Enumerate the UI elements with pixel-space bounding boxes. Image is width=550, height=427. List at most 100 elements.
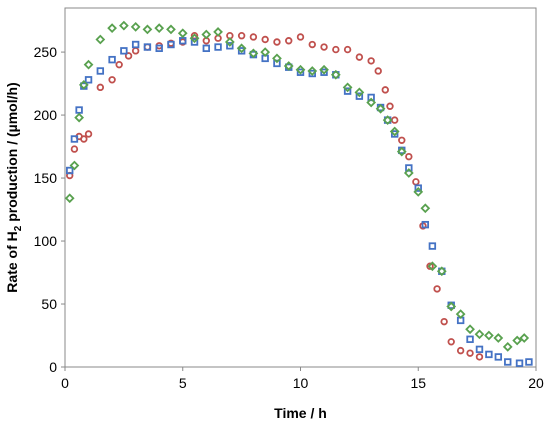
data-point xyxy=(115,60,123,69)
y-axis-title-subscript: 2 xyxy=(13,225,24,231)
data-point xyxy=(308,40,316,49)
data-point xyxy=(96,67,105,75)
data-point xyxy=(224,37,235,47)
y-axis-ticks: 0 50 100 150 200 250 xyxy=(34,44,65,375)
data-point xyxy=(261,35,269,44)
data-point xyxy=(403,168,414,178)
data-point xyxy=(273,59,281,68)
data-point xyxy=(502,341,513,352)
data-point xyxy=(389,126,400,137)
data-point xyxy=(167,40,175,49)
data-point xyxy=(342,82,353,93)
y-tick-label: 50 xyxy=(41,296,57,312)
data-point xyxy=(285,37,293,45)
y-tick-label: 250 xyxy=(34,44,58,60)
data-point xyxy=(75,106,83,114)
data-point xyxy=(465,324,475,335)
data-point xyxy=(440,317,448,326)
data-point xyxy=(179,37,187,45)
data-point xyxy=(83,59,94,70)
data-point xyxy=(295,64,306,75)
data-point xyxy=(374,67,382,75)
data-point xyxy=(474,329,485,340)
data-point xyxy=(466,349,474,357)
data-point xyxy=(355,53,364,61)
data-point xyxy=(64,193,75,204)
data-point xyxy=(249,33,258,41)
data-point xyxy=(237,47,246,55)
x-tick-label: 20 xyxy=(528,375,544,391)
data-point xyxy=(466,335,474,343)
data-point xyxy=(398,136,406,144)
data-point xyxy=(119,20,129,31)
data-point xyxy=(475,353,484,361)
data-point xyxy=(446,301,457,312)
data-point xyxy=(382,115,393,125)
data-point xyxy=(107,23,117,34)
data-point xyxy=(130,22,141,32)
data-point xyxy=(131,40,140,49)
data-point xyxy=(455,309,466,319)
data-point xyxy=(70,135,79,143)
x-tick-label: 10 xyxy=(293,375,309,391)
data-point xyxy=(332,45,340,54)
data-point xyxy=(484,330,494,341)
data-point xyxy=(84,130,93,138)
data-point xyxy=(260,47,271,57)
series-square-markers xyxy=(66,37,533,367)
data-point xyxy=(283,61,294,71)
y-tick-label: 150 xyxy=(34,170,58,186)
data-point xyxy=(519,333,530,343)
y-axis-title-prefix: Rate of H xyxy=(4,231,20,292)
data-markers xyxy=(64,20,533,367)
data-point xyxy=(433,285,441,293)
data-point xyxy=(381,86,389,94)
data-point xyxy=(494,353,503,361)
data-point xyxy=(447,338,455,346)
data-point xyxy=(367,93,375,102)
data-point xyxy=(355,92,364,100)
data-point xyxy=(190,38,199,46)
data-point xyxy=(504,358,512,366)
data-point xyxy=(95,34,106,45)
data-point xyxy=(296,68,305,76)
data-point xyxy=(343,45,352,54)
x-axis-title: Time / h xyxy=(274,405,327,421)
data-point xyxy=(143,43,152,51)
data-point xyxy=(226,42,234,50)
y-axis-title: Rate of H2 production / (µmol/h) xyxy=(4,82,24,292)
data-point xyxy=(189,33,200,44)
data-point xyxy=(70,145,79,153)
data-point xyxy=(456,346,465,355)
data-point xyxy=(108,76,116,84)
data-point xyxy=(405,164,413,172)
data-point xyxy=(367,57,375,65)
data-point xyxy=(177,28,188,39)
data-point xyxy=(308,69,316,78)
data-point xyxy=(414,184,422,192)
data-point xyxy=(485,350,493,359)
data-point xyxy=(354,87,365,98)
data-point xyxy=(320,68,328,76)
data-point xyxy=(272,53,282,64)
data-point xyxy=(515,359,524,367)
data-point xyxy=(131,47,140,55)
data-point xyxy=(248,48,259,59)
data-point xyxy=(391,116,399,124)
data-point xyxy=(166,24,176,35)
data-point xyxy=(237,32,246,40)
data-point xyxy=(213,27,223,37)
data-point xyxy=(413,187,424,197)
data-point xyxy=(426,262,434,270)
data-point xyxy=(214,43,222,51)
data-point xyxy=(366,97,377,108)
data-point xyxy=(330,69,341,80)
y-tick-label: 200 xyxy=(34,107,58,123)
data-point xyxy=(202,44,210,53)
data-point xyxy=(108,55,116,64)
x-tick-label: 0 xyxy=(61,375,69,391)
data-point xyxy=(320,43,328,51)
y-tick-label: 0 xyxy=(49,359,57,375)
data-point xyxy=(420,203,431,214)
